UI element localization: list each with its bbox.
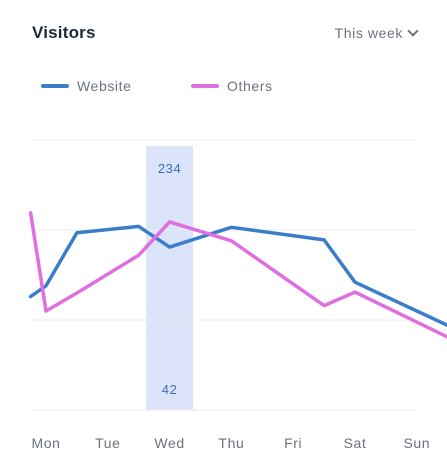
x-tick-label: Sun [403, 435, 430, 451]
highlight-band [146, 146, 194, 410]
time-range-dropdown[interactable]: This week [334, 24, 419, 41]
legend-label-website: Website [77, 78, 132, 94]
x-tick-label: Wed [154, 435, 184, 451]
legend-item-website[interactable]: Website [41, 78, 132, 94]
x-tick-label: Sat [344, 435, 367, 451]
legend-swatch-others [191, 84, 219, 88]
series-line-website [28, 224, 447, 327]
legend-item-others[interactable]: Others [191, 78, 273, 94]
x-tick-label: Fri [284, 435, 302, 451]
x-tick-label: Mon [31, 435, 60, 451]
highlight-bottom-value: 42 [162, 382, 178, 397]
chart-legend: Website Others [0, 78, 447, 98]
card-title: Visitors [32, 23, 96, 42]
highlight-top-value: 234 [158, 161, 182, 176]
x-tick-label: Tue [95, 435, 120, 451]
time-range-label: This week [334, 25, 403, 41]
legend-label-others: Others [227, 78, 273, 94]
series-line-others [28, 211, 447, 339]
legend-swatch-website [41, 84, 69, 88]
x-tick-label: Thu [218, 435, 244, 451]
